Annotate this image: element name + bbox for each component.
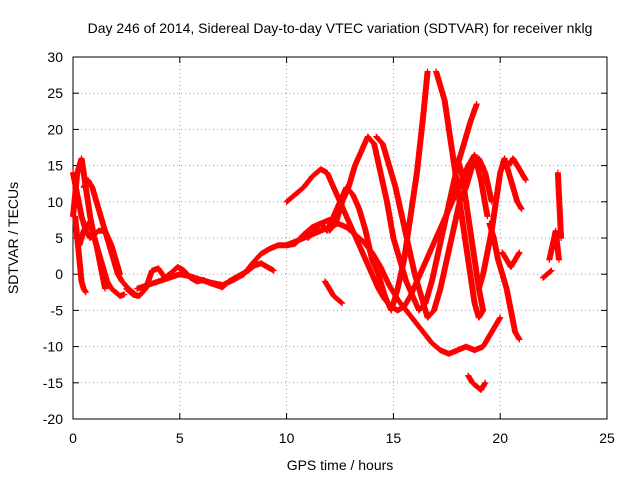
series-arc-o (454, 155, 487, 314)
x-tick-label: 5 (176, 430, 184, 446)
series-arc-w (554, 169, 565, 241)
y-tick-label: -5 (51, 302, 64, 318)
series-arc-m (373, 133, 495, 321)
series-arc-v (546, 227, 562, 263)
series-arc-s (465, 372, 489, 393)
y-tick-label: 20 (47, 121, 63, 137)
plus-markers (134, 271, 247, 292)
grid (73, 57, 607, 419)
y-tick-label: 30 (47, 49, 63, 65)
chart-title: Day 246 of 2014, Sidereal Day-to-day VTE… (88, 20, 593, 36)
x-tick-label: 20 (492, 430, 508, 446)
plus-markers (326, 101, 480, 314)
plus-markers (433, 68, 487, 321)
plus-markers (373, 133, 495, 321)
x-tick-label: 15 (386, 430, 402, 446)
series-arc-e (76, 220, 109, 292)
x-tick-label: 10 (279, 430, 295, 446)
axis-ticks: 0 5 10 15 20 25 -20 -15 -10 -5 0 5 10 15 20 25 30 (43, 49, 615, 446)
x-axis-label: GPS time / hours (287, 457, 394, 473)
x-tick-label: 0 (69, 430, 77, 446)
plus-markers (305, 68, 431, 314)
series-arc-r (505, 155, 529, 184)
plus-markers (322, 278, 346, 307)
plus-markers (465, 372, 489, 393)
series-arc-l (326, 101, 480, 314)
plus-markers (505, 155, 529, 184)
y-tick-label: 0 (55, 266, 63, 282)
series-arc-u (499, 249, 523, 270)
series-arc-x (539, 267, 555, 281)
y-tick-label: -20 (43, 411, 63, 427)
y-axis-label: SDTVAR / TECUs (5, 182, 21, 294)
y-tick-label: 5 (55, 230, 63, 246)
x-tick-label: 25 (599, 430, 615, 446)
plus-markers (554, 169, 565, 241)
series-arc-n (433, 68, 487, 321)
y-tick-label: -15 (43, 375, 63, 391)
plus-markers (499, 249, 523, 270)
series-arc-k (305, 68, 431, 314)
series-arc-t (322, 278, 346, 307)
y-tick-label: 25 (47, 85, 63, 101)
plus-markers (76, 220, 109, 292)
plus-markers (546, 227, 562, 263)
y-tick-label: 15 (47, 158, 63, 174)
y-tick-label: -10 (43, 339, 63, 355)
plus-markers (486, 220, 523, 343)
data-points (70, 68, 565, 393)
plus-markers (539, 267, 555, 281)
y-tick-label: 10 (47, 194, 63, 210)
series-arc-q (486, 220, 523, 343)
plus-markers (454, 155, 487, 314)
series-arc-g (134, 271, 247, 292)
